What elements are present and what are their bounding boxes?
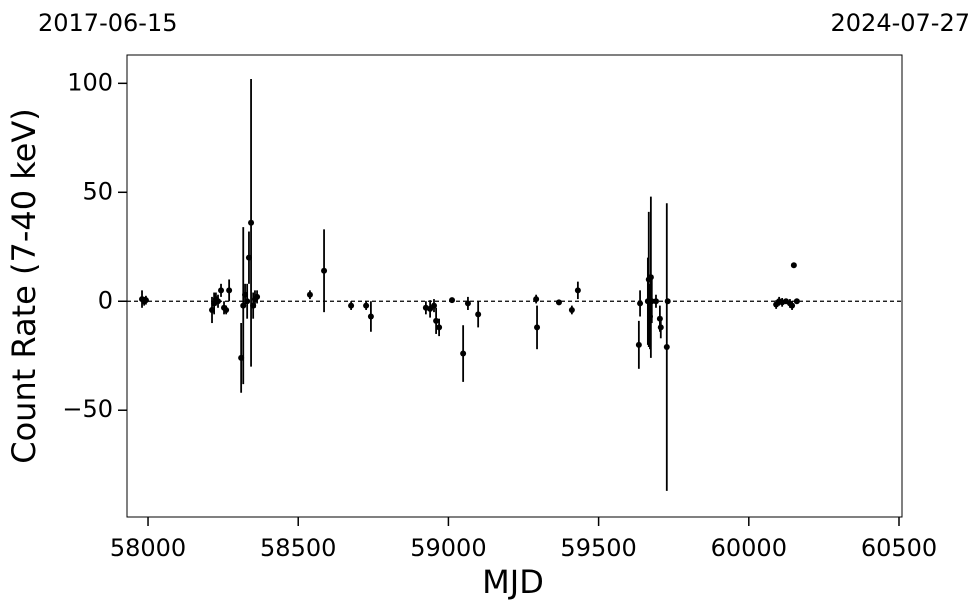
data-point xyxy=(534,324,541,331)
y-tick-label: 0 xyxy=(98,286,113,314)
data-point xyxy=(218,287,225,294)
data-point xyxy=(555,299,562,306)
data-point xyxy=(663,344,670,351)
data-point xyxy=(348,302,355,309)
data-point xyxy=(657,324,664,331)
data-point xyxy=(475,311,482,318)
data-point xyxy=(637,300,644,307)
x-tick-label: 60000 xyxy=(711,534,787,562)
data-point xyxy=(248,219,255,226)
data-point xyxy=(789,302,796,309)
data-point xyxy=(793,298,800,305)
x-tick-label: 59500 xyxy=(560,534,636,562)
y-tick-label: 50 xyxy=(82,177,113,205)
data-point xyxy=(226,287,233,294)
data-point xyxy=(568,306,575,313)
end-date: 2024-07-27 xyxy=(831,9,970,37)
data-point xyxy=(790,262,797,269)
data-point xyxy=(363,302,370,309)
data-point xyxy=(635,341,642,348)
data-point xyxy=(652,298,659,305)
x-axis-label: MJD xyxy=(482,563,544,601)
data-point xyxy=(533,296,540,303)
data-point xyxy=(464,300,471,307)
data-point xyxy=(460,350,467,357)
y-tick-label: −50 xyxy=(62,395,113,423)
data-point xyxy=(142,297,149,304)
data-point xyxy=(433,317,440,324)
data-point xyxy=(436,324,443,331)
data-point xyxy=(574,287,581,294)
plot-frame xyxy=(126,54,903,518)
start-date: 2017-06-15 xyxy=(38,9,177,37)
data-point xyxy=(648,298,655,305)
x-tick-label: 58500 xyxy=(260,534,336,562)
data-point xyxy=(321,267,328,274)
x-tick-label: 58000 xyxy=(110,534,186,562)
y-tick-label: 100 xyxy=(67,68,113,96)
data-point xyxy=(254,293,261,300)
y-axis-label: Count Rate (7-40 keV) xyxy=(5,108,43,463)
x-tick-label: 59000 xyxy=(410,534,486,562)
data-point xyxy=(215,298,222,305)
data-point xyxy=(367,313,374,320)
data-point xyxy=(430,302,437,309)
data-point xyxy=(306,291,313,298)
x-tick-label: 60500 xyxy=(861,534,937,562)
data-point xyxy=(244,298,251,305)
data-point xyxy=(647,274,654,281)
data-point xyxy=(223,306,230,313)
data-point xyxy=(449,297,456,304)
data-point xyxy=(664,298,671,305)
data-point xyxy=(656,315,663,322)
